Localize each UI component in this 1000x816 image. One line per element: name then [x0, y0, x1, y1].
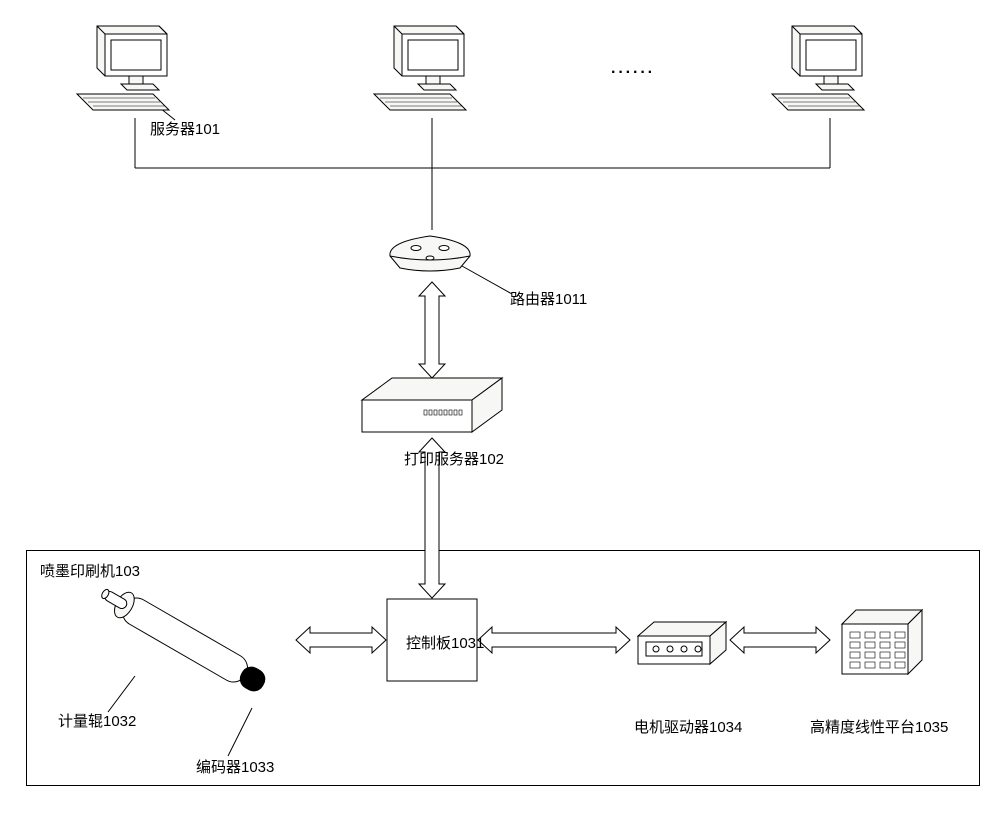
- arrow-motor-stage: [730, 627, 830, 653]
- computer-icon: [374, 26, 466, 110]
- label-pserver: 打印服务器102: [404, 448, 504, 469]
- label-router: 路由器1011: [510, 288, 587, 309]
- leader-3: [228, 708, 252, 756]
- label-motor: 电机驱动器1034: [634, 716, 742, 737]
- label-server1: 服务器101: [150, 118, 220, 139]
- linear-stage-icon: [842, 610, 922, 674]
- arrow-ctrl-motor: [478, 627, 630, 653]
- leader-1: [462, 266, 512, 294]
- arrow-router-pserver: [419, 282, 445, 378]
- label-stage: 高精度线性平台1035: [810, 716, 948, 737]
- leader-2: [108, 676, 135, 712]
- label-ctrl: 控制板1031: [406, 632, 484, 653]
- router-icon: [390, 236, 470, 271]
- arrow-roller-ctrl: [296, 627, 386, 653]
- diagram-root: 喷墨印刷机103 ······ 服务器101 路由器1011 打印服务器102 …: [0, 0, 1000, 816]
- label-encoder: 编码器1033: [196, 756, 274, 777]
- roller-icon: [96, 580, 270, 697]
- motor-driver-icon: [638, 622, 726, 664]
- print-server-icon: [362, 378, 502, 432]
- computer-icon: [772, 26, 864, 110]
- computer-icon: [77, 26, 169, 110]
- label-roller: 计量辊1032: [58, 710, 136, 731]
